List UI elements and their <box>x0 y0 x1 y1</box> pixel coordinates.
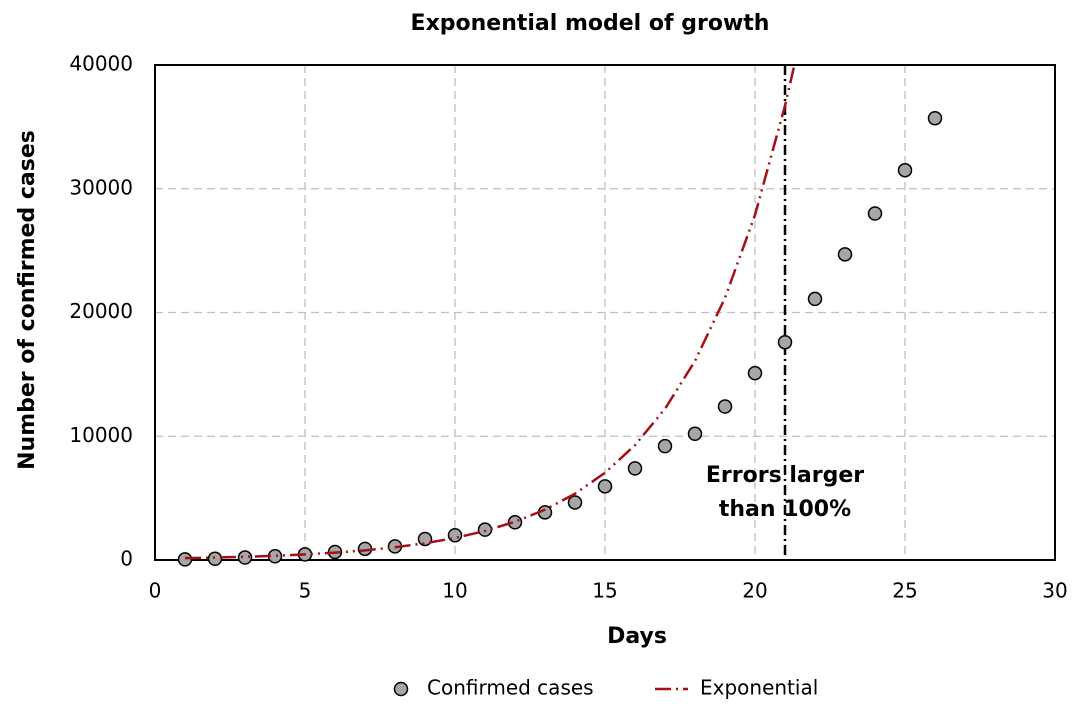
annotation: Errors larger <box>706 463 864 488</box>
y-tick-label: 40000 <box>69 52 133 76</box>
y-tick-label: 20000 <box>69 299 133 323</box>
x-tick-label: 25 <box>892 579 917 603</box>
data-point <box>867 206 883 221</box>
data-point <box>657 438 673 454</box>
data-point <box>567 495 583 510</box>
data-point <box>237 550 253 565</box>
data-point <box>837 247 853 262</box>
data-point <box>927 110 943 126</box>
data-point <box>717 399 733 414</box>
data-point <box>747 365 763 381</box>
data-point <box>627 461 643 476</box>
legend-label: Confirmed cases <box>427 676 594 700</box>
data-point <box>597 479 613 494</box>
data-point <box>417 531 433 547</box>
legend-marker <box>393 681 409 697</box>
x-axis-label: Days <box>607 624 667 649</box>
y-tick-label: 10000 <box>69 423 133 447</box>
x-tick-label: 5 <box>299 579 312 603</box>
chart-title: Exponential model of growth <box>411 11 770 36</box>
data-point <box>687 426 703 442</box>
exponential-line <box>184 66 796 560</box>
data-point <box>807 291 823 307</box>
y-axis-label: Number of confirmed cases <box>15 130 40 470</box>
data-point <box>897 162 913 178</box>
x-tick-label: 20 <box>742 579 767 603</box>
x-tick-label: 30 <box>1042 579 1067 603</box>
data-point <box>507 515 523 530</box>
x-tick-label: 10 <box>442 579 467 603</box>
annotation: than 100% <box>719 497 851 522</box>
y-tick-label: 30000 <box>69 175 133 199</box>
x-tick-label: 0 <box>149 579 162 603</box>
y-tick-label: 0 <box>120 547 133 571</box>
legend-label: Exponential <box>700 676 818 700</box>
data-point <box>177 552 193 567</box>
x-tick-label: 15 <box>592 579 617 603</box>
data-point <box>777 334 793 350</box>
plot-frame <box>154 64 1056 561</box>
